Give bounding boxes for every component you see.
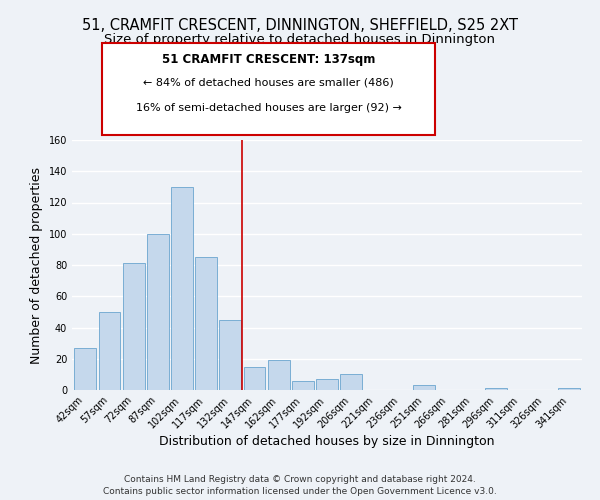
Text: Contains public sector information licensed under the Open Government Licence v3: Contains public sector information licen… xyxy=(103,488,497,496)
Bar xyxy=(220,320,241,390)
Bar xyxy=(413,386,434,390)
Bar xyxy=(147,234,169,390)
Text: 16% of semi-detached houses are larger (92) →: 16% of semi-detached houses are larger (… xyxy=(136,102,401,113)
Bar xyxy=(171,187,193,390)
Bar xyxy=(316,379,338,390)
Bar xyxy=(74,348,96,390)
Bar xyxy=(195,257,217,390)
Bar xyxy=(558,388,580,390)
Bar xyxy=(292,380,314,390)
Y-axis label: Number of detached properties: Number of detached properties xyxy=(30,166,43,364)
Text: Size of property relative to detached houses in Dinnington: Size of property relative to detached ho… xyxy=(104,32,496,46)
Text: ← 84% of detached houses are smaller (486): ← 84% of detached houses are smaller (48… xyxy=(143,78,394,88)
Text: Contains HM Land Registry data © Crown copyright and database right 2024.: Contains HM Land Registry data © Crown c… xyxy=(124,475,476,484)
Text: 51 CRAMFIT CRESCENT: 137sqm: 51 CRAMFIT CRESCENT: 137sqm xyxy=(162,52,375,66)
Bar xyxy=(244,366,265,390)
X-axis label: Distribution of detached houses by size in Dinnington: Distribution of detached houses by size … xyxy=(159,436,495,448)
Bar xyxy=(268,360,290,390)
Bar xyxy=(98,312,121,390)
Bar xyxy=(340,374,362,390)
Bar xyxy=(485,388,507,390)
Text: 51, CRAMFIT CRESCENT, DINNINGTON, SHEFFIELD, S25 2XT: 51, CRAMFIT CRESCENT, DINNINGTON, SHEFFI… xyxy=(82,18,518,32)
Bar xyxy=(123,264,145,390)
